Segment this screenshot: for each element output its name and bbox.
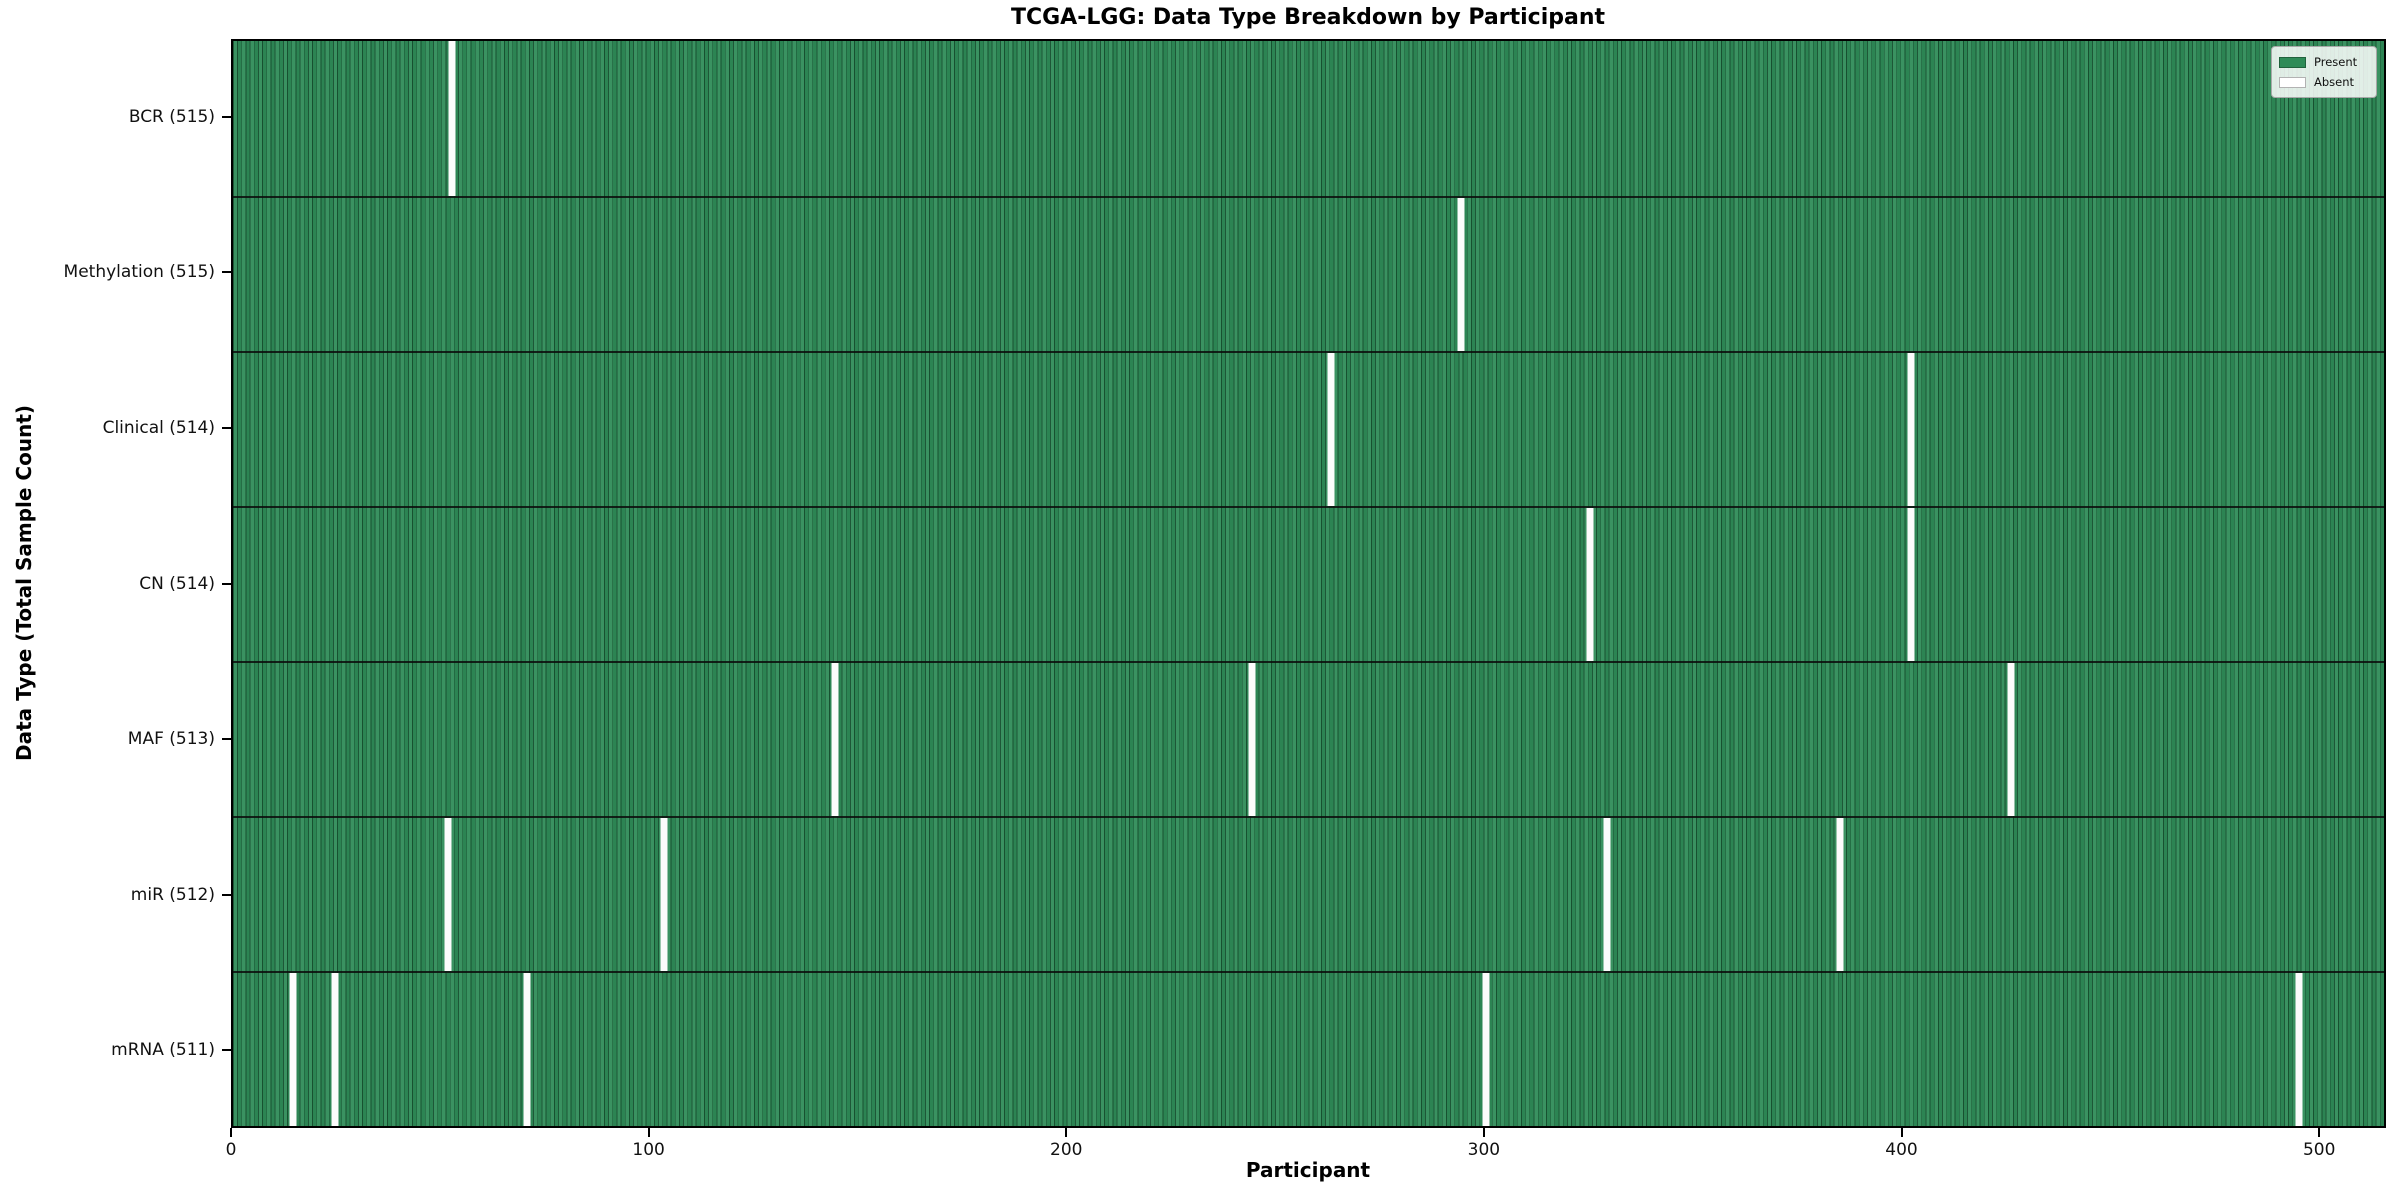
absent-strip-Clinical-263 [1327,353,1335,506]
y-axis: BCR (515) Methylation (515) Clinical (514)… [0,39,231,1128]
x-tick-label-300: 300 [1467,1140,1501,1160]
x-tick-mark-0 [230,1128,232,1137]
datatype-row-Clinical [233,351,2384,506]
absent-strip-MAF-144 [831,663,839,816]
absent-strip-miR-385 [1836,818,1844,971]
datatype-row-mRNA [233,971,2384,1126]
x-tick-mark-400 [1900,1128,1903,1137]
absent-strip-BCR-52 [448,41,456,196]
chart-title: TCGA-LGG: Data Type Breakdown by Partici… [1010,5,1606,30]
y-tick-label-CN: CN (514) [139,573,215,594]
y-tick-label-BCR: BCR (515) [128,106,215,127]
plot-area [231,39,2386,1128]
y-tick-mark [222,115,231,118]
y-tick-label-MAF: MAF (513) [127,729,215,750]
absent-strip-mRNA-495 [2295,973,2303,1126]
datatype-row-miR [233,816,2384,971]
x-tick-label-0: 0 [225,1140,237,1160]
absent-strip-miR-329 [1603,818,1611,971]
absent-strip-MAF-426 [2007,663,2015,816]
x-tick-label-400: 400 [1885,1140,1918,1160]
absent-strip-CN-325 [1586,508,1594,661]
absent-strip-mRNA-24 [331,973,339,1126]
absent-strip-miR-51 [444,818,452,971]
datatype-row-MAF [233,661,2384,816]
x-tick-mark-500 [2318,1128,2321,1137]
legend-entry-present: Present [2279,52,2369,72]
legend-entry-absent: Absent [2279,72,2369,92]
legend-swatch-present [2279,56,2306,68]
y-tick-mark [222,271,231,274]
y-tick-label-Methylation: Methylation (515) [63,262,215,283]
x-tick-mark-300 [1482,1128,1485,1137]
y-tick-label-Clinical: Clinical (514) [102,417,215,438]
y-tick-label-mRNA: mRNA (511) [111,1040,215,1061]
x-tick-mark-100 [647,1128,650,1137]
x-axis: 0 100 200 300 400 500 [226,1128,2386,1173]
absent-strip-mRNA-14 [289,973,297,1126]
y-tick-label-miR: miR (512) [130,884,215,905]
legend: Present Absent [2271,46,2377,98]
x-tick-label-500: 500 [2302,1140,2336,1160]
y-tick-mark [222,582,231,585]
x-axis-label: Participant [1245,1158,1371,1182]
absent-strip-miR-103 [660,818,668,971]
y-tick-mark [222,738,231,741]
absent-strip-mRNA-70 [523,973,531,1126]
x-tick-label-100: 100 [632,1140,665,1160]
absent-strip-MAF-244 [1248,663,1256,816]
y-tick-mark [222,426,231,429]
absent-strip-CN-402 [1907,508,1915,661]
y-tick-mark [222,893,231,896]
y-tick-mark [222,1049,231,1052]
datatype-row-CN [233,506,2384,661]
y-axis-label: Data Type (Total Sample Count) [12,404,36,762]
legend-label-absent: Absent [2314,75,2355,89]
datatype-row-Methylation [233,196,2384,351]
absent-strip-Methylation-294 [1457,198,1465,351]
legend-label-present: Present [2314,55,2358,69]
legend-swatch-absent [2279,76,2306,88]
x-tick-label-200: 200 [1050,1140,1083,1160]
x-tick-mark-200 [1065,1128,1068,1137]
datatype-row-BCR [233,41,2384,196]
absent-strip-mRNA-300 [1482,973,1490,1126]
absent-strip-Clinical-402 [1907,353,1915,506]
